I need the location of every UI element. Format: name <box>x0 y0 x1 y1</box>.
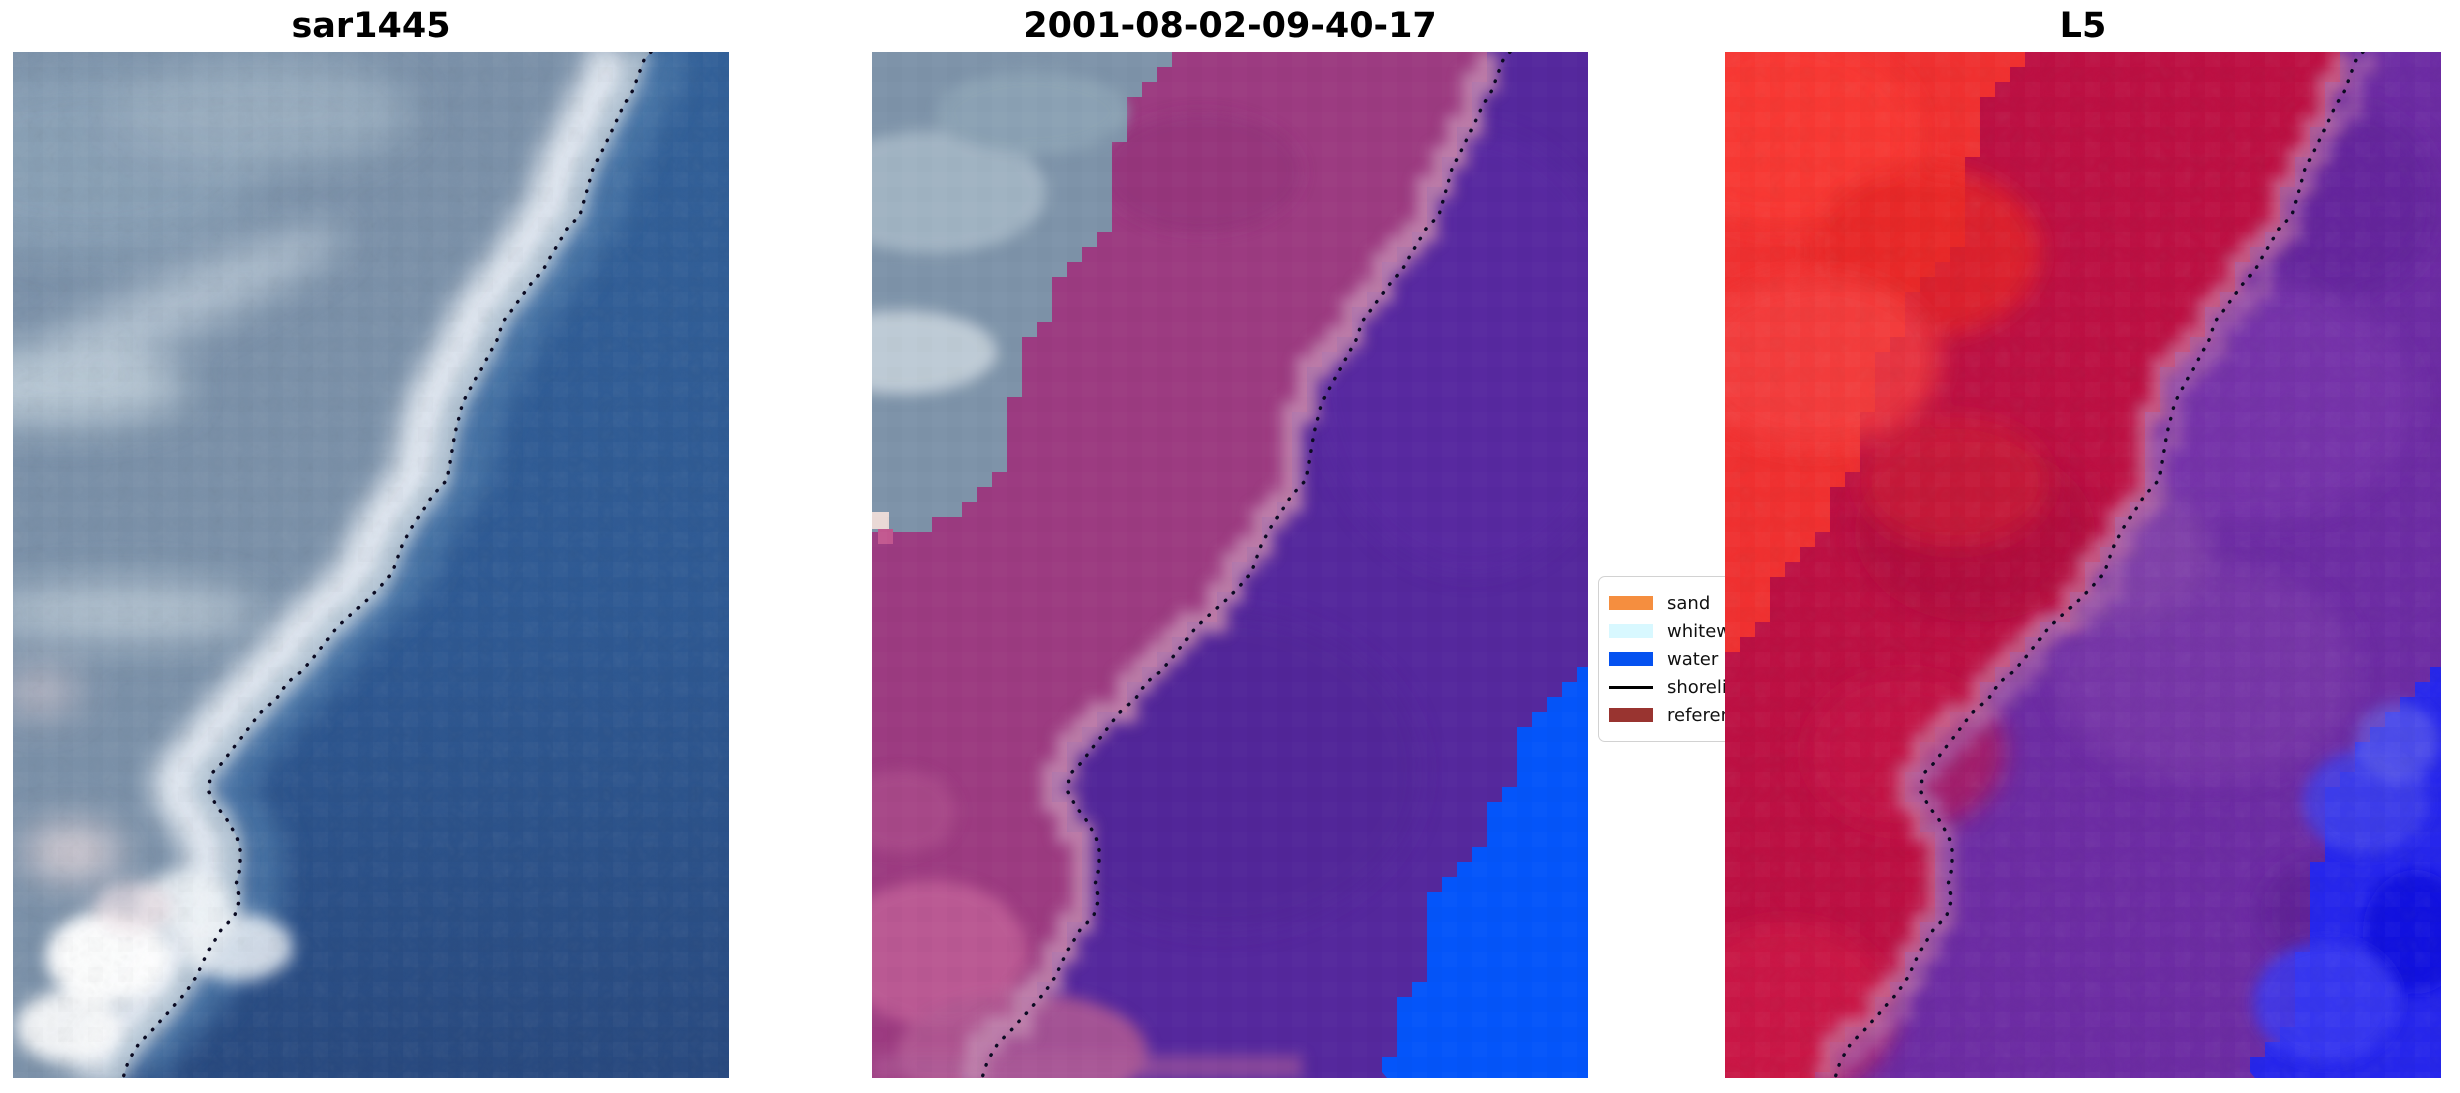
legend-item: referen <box>1609 704 1777 726</box>
sar-satellite-image <box>13 52 729 1078</box>
shoreline-dotted-line <box>980 52 1512 1078</box>
panel-title-date: 2001-08-02-09-40-17 <box>1023 6 1437 46</box>
panel-title-sar1445: sar1445 <box>291 6 451 46</box>
shoreline-dotted-line <box>121 52 653 1078</box>
legend-swatch-shoreline-line <box>1609 685 1653 689</box>
legend-swatch-whitewater <box>1609 624 1653 638</box>
legend-label: whitew <box>1667 620 1731 642</box>
legend-label: sand <box>1667 592 1711 614</box>
l5-image-panel <box>1725 52 2441 1078</box>
shoreline-dotted-line <box>1833 52 2365 1078</box>
legend-swatch-water <box>1609 652 1653 666</box>
sar-image-panel <box>13 52 729 1078</box>
blue-water-patch <box>1382 667 1588 1078</box>
legend-item: shoreli <box>1609 676 1777 698</box>
panel-title-l5: L5 <box>2059 6 2107 46</box>
legend-label: shoreli <box>1667 676 1727 698</box>
legend-swatch-sand <box>1609 596 1653 610</box>
legend-item: sand <box>1609 592 1777 614</box>
classified-image-panel <box>872 52 1588 1078</box>
legend-item: whitew <box>1609 620 1777 642</box>
legend-swatch-reference <box>1609 708 1653 722</box>
l5-image <box>1725 52 2441 1078</box>
legend-label: water <box>1667 648 1719 670</box>
legend-item: water <box>1609 648 1777 670</box>
classified-image <box>872 52 1588 1078</box>
legend-label: referen <box>1667 704 1732 726</box>
